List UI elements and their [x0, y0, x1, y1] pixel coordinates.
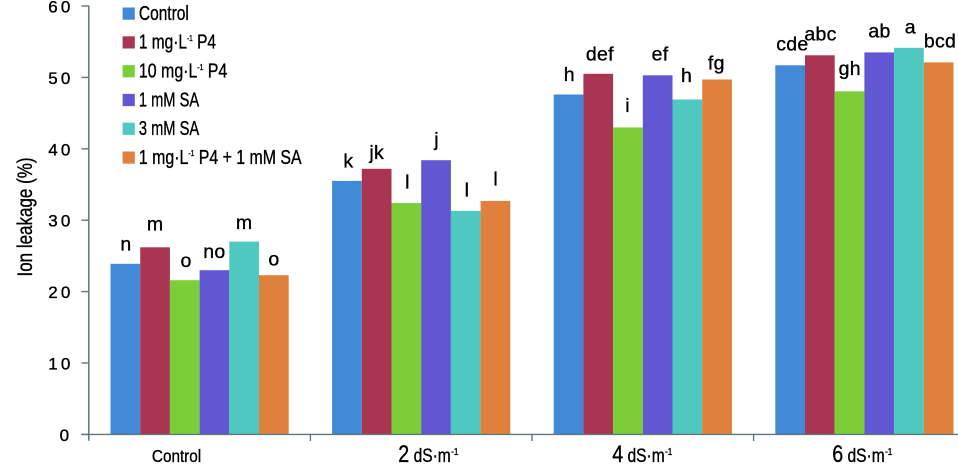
- svg-text:Control: Control: [139, 2, 189, 24]
- svg-text:10 mg·L-1 P4: 10 mg·L-1 P4: [139, 60, 227, 82]
- svg-text:l: l: [465, 179, 470, 201]
- svg-text:fg: fg: [708, 53, 725, 75]
- svg-text:gh: gh: [839, 58, 861, 80]
- svg-text:m: m: [147, 213, 164, 235]
- svg-text:ab: ab: [868, 21, 890, 43]
- svg-text:10: 10: [48, 355, 73, 374]
- svg-text:jk: jk: [368, 142, 384, 164]
- svg-text:1 mg·L-1 P4 + 1 mM SA: 1 mg·L-1 P4 + 1 mM SA: [139, 146, 302, 168]
- svg-text:cde: cde: [776, 34, 808, 56]
- svg-text:o: o: [268, 248, 279, 270]
- svg-text:4 dS·m-1: 4 dS·m-1: [612, 440, 672, 467]
- svg-text:bcd: bcd: [924, 30, 956, 52]
- svg-text:l: l: [405, 172, 410, 194]
- svg-text:1 mM SA: 1 mM SA: [139, 88, 199, 111]
- svg-text:j: j: [433, 129, 439, 151]
- svg-text:2 dS·m-1: 2 dS·m-1: [398, 440, 458, 467]
- svg-text:20: 20: [48, 283, 73, 302]
- svg-text:a: a: [905, 16, 916, 38]
- svg-text:l: l: [493, 169, 498, 191]
- svg-text:h: h: [564, 64, 575, 86]
- svg-text:no: no: [203, 241, 225, 263]
- svg-text:40: 40: [48, 140, 73, 159]
- svg-text:6 dS·m-1: 6 dS·m-1: [832, 440, 892, 467]
- svg-text:30: 30: [48, 212, 73, 231]
- svg-text:k: k: [343, 151, 353, 173]
- svg-text:0: 0: [60, 426, 73, 445]
- svg-text:o: o: [181, 250, 192, 272]
- svg-text:i: i: [625, 95, 630, 117]
- svg-text:ef: ef: [652, 43, 669, 65]
- svg-text:h: h: [681, 65, 692, 87]
- svg-text:3 mM SA: 3 mM SA: [139, 117, 199, 140]
- svg-text:Ion leakage (%): Ion leakage (%): [14, 158, 37, 277]
- svg-text:1 mg·L-1 P4: 1 mg·L-1 P4: [139, 31, 216, 53]
- svg-text:Control: Control: [152, 446, 201, 466]
- svg-text:60: 60: [48, 0, 73, 17]
- svg-text:50: 50: [48, 69, 73, 88]
- svg-text:def: def: [586, 43, 614, 65]
- svg-text:n: n: [120, 233, 131, 255]
- svg-text:m: m: [236, 212, 253, 234]
- svg-text:abc: abc: [804, 24, 836, 46]
